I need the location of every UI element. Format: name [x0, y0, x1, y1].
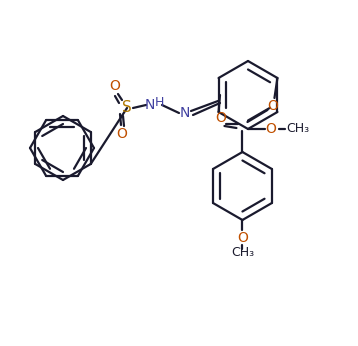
Text: O: O [237, 231, 248, 245]
Text: O: O [267, 99, 278, 113]
Text: O: O [266, 122, 276, 136]
Text: O: O [110, 79, 120, 93]
Text: CH₃: CH₃ [286, 122, 309, 136]
Text: N: N [180, 106, 190, 120]
Text: H: H [154, 97, 164, 109]
Text: CH₃: CH₃ [231, 246, 254, 258]
Text: O: O [215, 111, 226, 125]
Text: S: S [122, 100, 132, 116]
Text: N: N [145, 98, 155, 112]
Text: O: O [117, 127, 127, 141]
